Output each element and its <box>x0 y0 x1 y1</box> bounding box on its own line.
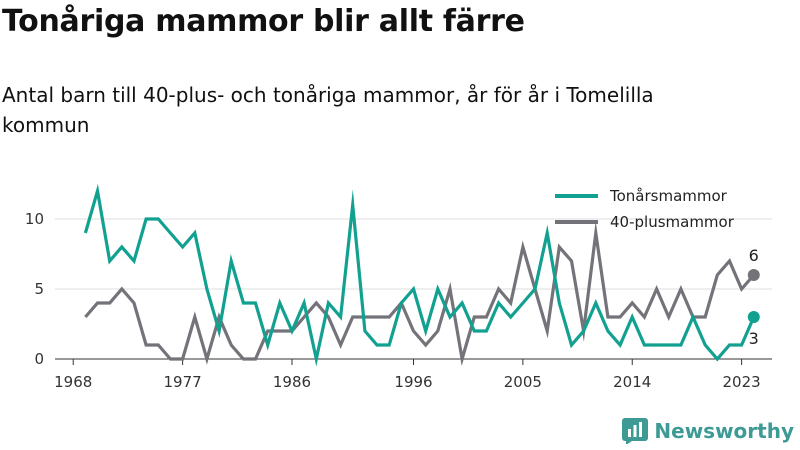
series-end-point <box>747 269 760 281</box>
series-line-tonarsmammor <box>83 183 756 367</box>
x-tick-label: 1986 <box>273 373 311 391</box>
newsworthy-logo-icon <box>622 418 649 444</box>
x-tick-label: 2014 <box>613 373 651 391</box>
series-end-label: 6 <box>749 246 759 265</box>
y-tick-label: 5 <box>34 280 44 298</box>
chart-title: Tonåriga mammor blir allt färre <box>2 4 525 39</box>
x-tick-label: 2005 <box>504 373 542 391</box>
brand-name: Newsworthy <box>654 419 794 443</box>
series-end-point <box>747 311 760 323</box>
y-tick-label: 10 <box>25 210 44 228</box>
legend-label: Tonårsmammor <box>609 187 728 205</box>
x-tick-label: 1968 <box>54 373 92 391</box>
y-tick-label: 0 <box>34 350 44 368</box>
x-tick-label: 1996 <box>394 373 432 391</box>
x-tick-label: 1977 <box>164 373 202 391</box>
series-end-label: 3 <box>749 329 759 348</box>
brand-logo: Newsworthy <box>622 418 794 444</box>
series-line-40-plusmammor <box>84 220 756 367</box>
x-tick-label: 2023 <box>723 373 761 391</box>
legend-label: 40-plusmammor <box>610 213 735 231</box>
chart-subtitle: Antal barn till 40-plus- och tonåriga ma… <box>2 83 654 137</box>
